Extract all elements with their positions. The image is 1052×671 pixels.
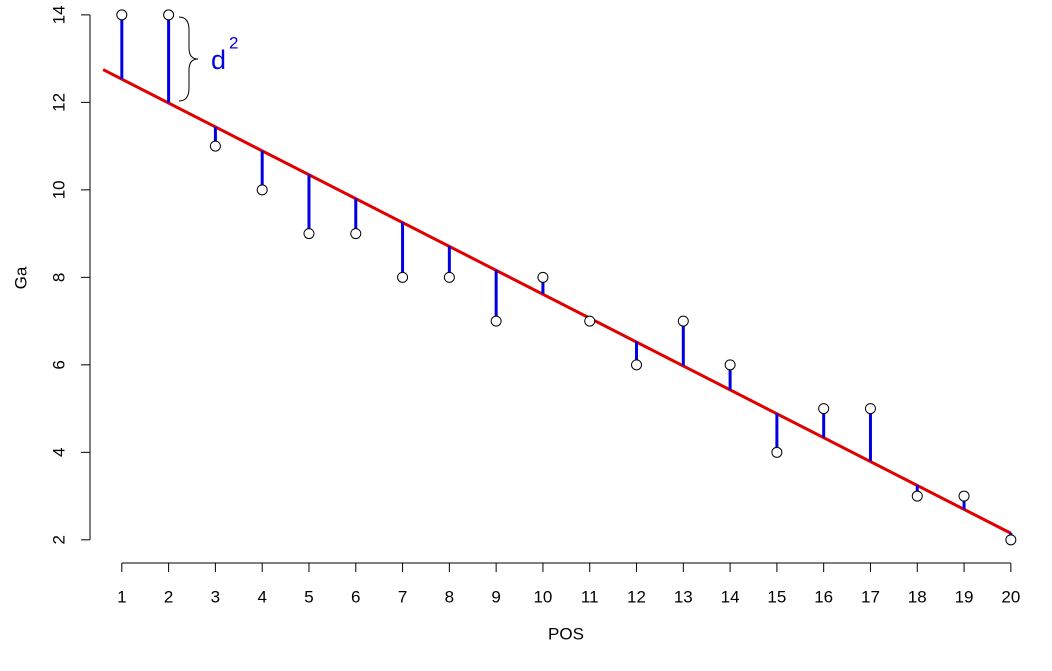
x-tick-label: 19 — [955, 587, 974, 606]
point — [771, 446, 783, 458]
point — [537, 271, 549, 283]
y-tick-label: 6 — [49, 360, 68, 369]
x-tick-label: 20 — [1001, 587, 1020, 606]
point — [256, 184, 268, 196]
fit-line — [102, 68, 1012, 535]
x-tick-label: 17 — [861, 587, 880, 606]
x-tick-label: 4 — [257, 587, 266, 606]
x-tick-label: 5 — [304, 587, 313, 606]
x-tick-label: 8 — [445, 587, 454, 606]
point — [911, 490, 923, 502]
point — [397, 271, 409, 283]
x-tick-label: 10 — [533, 587, 552, 606]
y-tick-label: 12 — [49, 93, 68, 112]
y-tick-label: 10 — [49, 180, 68, 199]
x-tick-label: 15 — [767, 587, 786, 606]
point — [724, 359, 736, 371]
point — [350, 228, 362, 240]
point — [490, 315, 502, 327]
y-tick-label: 2 — [49, 535, 68, 544]
annotation: d — [211, 45, 226, 75]
x-tick-label: 3 — [211, 587, 220, 606]
x-tick-label: 1 — [117, 587, 126, 606]
x-tick-label: 12 — [627, 587, 646, 606]
point — [818, 403, 830, 415]
annotation-superscript: 2 — [229, 33, 238, 52]
point — [864, 403, 876, 415]
point — [163, 9, 175, 21]
brace — [178, 16, 199, 102]
x-axis-label: POS — [548, 624, 584, 643]
x-tick-label: 16 — [814, 587, 833, 606]
point — [584, 315, 596, 327]
point — [631, 359, 643, 371]
point — [303, 228, 315, 240]
point — [116, 9, 128, 21]
y-axis-label: Ga — [11, 266, 30, 289]
point — [677, 315, 689, 327]
y-tick-label: 8 — [49, 273, 68, 282]
x-tick-label: 7 — [398, 587, 407, 606]
point — [443, 271, 455, 283]
x-tick-label: 11 — [581, 587, 599, 606]
x-tick-label: 6 — [351, 587, 360, 606]
x-tick-label: 13 — [674, 587, 693, 606]
x-tick-label: 2 — [164, 587, 173, 606]
point — [958, 490, 970, 502]
y-tick-label: 4 — [49, 448, 68, 457]
x-tick-label: 14 — [721, 587, 740, 606]
y-tick-label: 14 — [49, 5, 68, 24]
x-tick-label: 9 — [491, 587, 500, 606]
point — [1005, 534, 1017, 546]
point — [209, 140, 221, 152]
x-tick-label: 18 — [908, 587, 927, 606]
